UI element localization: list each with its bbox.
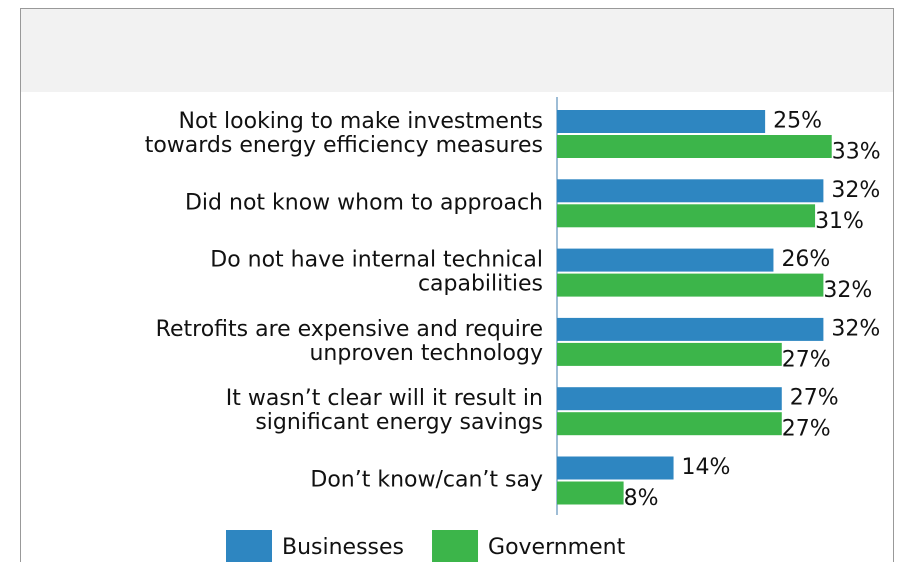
value-label: 32% bbox=[831, 316, 880, 341]
category-label: Do not have internal technical bbox=[210, 248, 543, 273]
category-label: Did not know whom to approach bbox=[185, 190, 543, 215]
bar bbox=[557, 204, 816, 228]
bar bbox=[557, 317, 824, 341]
value-label: 25% bbox=[773, 109, 822, 134]
bar bbox=[557, 135, 832, 158]
value-label: 26% bbox=[781, 247, 830, 272]
bar bbox=[557, 342, 782, 366]
legend-swatch bbox=[226, 530, 272, 562]
category-label: significant energy savings bbox=[255, 410, 543, 435]
value-label: 27% bbox=[782, 417, 831, 442]
value-label: 31% bbox=[815, 209, 864, 234]
bar bbox=[557, 179, 824, 203]
value-label: 33% bbox=[832, 140, 881, 165]
category-label: Not looking to make investments bbox=[179, 109, 544, 134]
legend-label: Government bbox=[488, 535, 626, 560]
bar bbox=[557, 273, 824, 297]
bar bbox=[557, 387, 782, 411]
bar bbox=[557, 456, 674, 480]
category-label: It wasn’t clear will it result in bbox=[226, 386, 543, 411]
category-label: unproven technology bbox=[309, 341, 543, 366]
value-label: 27% bbox=[790, 386, 839, 411]
value-label: 32% bbox=[831, 178, 880, 203]
category-label: capabilities bbox=[418, 272, 543, 297]
value-label: 32% bbox=[823, 278, 872, 303]
bar bbox=[557, 481, 624, 505]
bar bbox=[557, 412, 782, 436]
header-band bbox=[21, 9, 893, 92]
category-label: towards energy efficiency measures bbox=[145, 133, 543, 158]
category-label: Retrofits are expensive and require bbox=[156, 317, 543, 342]
value-label: 27% bbox=[782, 347, 831, 372]
legend-swatch bbox=[432, 530, 479, 562]
category-label: Don’t know/can’t say bbox=[310, 468, 543, 493]
bar bbox=[557, 248, 774, 272]
bar bbox=[557, 110, 766, 133]
value-label: 14% bbox=[682, 455, 731, 480]
value-label: 8% bbox=[624, 486, 659, 511]
frame bbox=[20, 8, 894, 562]
legend-label: Businesses bbox=[282, 535, 404, 560]
